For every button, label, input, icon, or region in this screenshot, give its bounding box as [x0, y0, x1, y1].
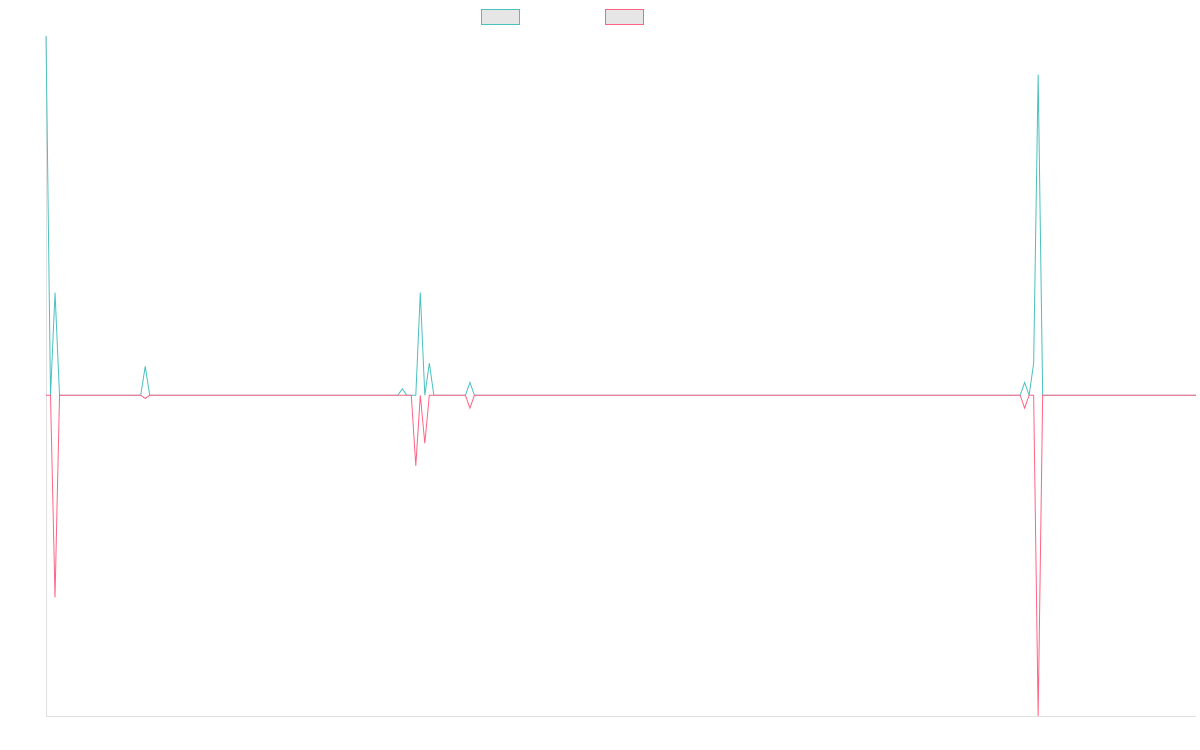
legend-swatch-series-2[interactable]: [605, 9, 644, 25]
series-line-2[interactable]: [46, 394, 1196, 717]
series-layer: [45, 35, 1196, 717]
series-line-1[interactable]: [45, 35, 1196, 396]
legend-swatch-series-1[interactable]: [481, 9, 520, 25]
